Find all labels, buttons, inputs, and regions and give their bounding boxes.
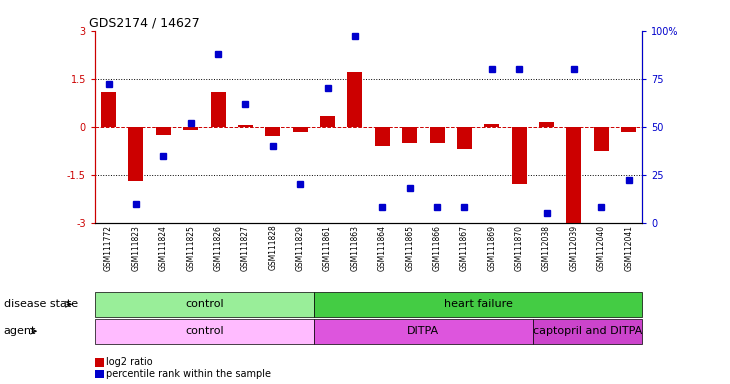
Bar (566, 127, 582, 223)
Text: GSM111825: GSM111825 (186, 225, 195, 270)
Bar (402, 127, 418, 143)
Text: GSM111829: GSM111829 (296, 225, 304, 270)
Bar (265, 127, 280, 136)
Bar (593, 127, 609, 151)
Text: GSM112038: GSM112038 (542, 225, 551, 271)
Text: GSM111826: GSM111826 (214, 225, 223, 270)
Text: GSM111865: GSM111865 (405, 225, 414, 271)
Bar (512, 127, 527, 184)
Text: GSM111827: GSM111827 (241, 225, 250, 270)
Bar (101, 91, 116, 127)
Text: heart failure: heart failure (444, 299, 512, 310)
Bar (347, 72, 363, 127)
Text: GSM111861: GSM111861 (323, 225, 332, 270)
Bar (539, 122, 554, 127)
Bar (210, 91, 226, 127)
Text: log2 ratio: log2 ratio (106, 358, 153, 367)
Text: control: control (185, 326, 223, 336)
Text: agent: agent (4, 326, 36, 336)
Bar (621, 127, 637, 132)
Bar (484, 124, 499, 127)
Bar (183, 127, 199, 130)
Text: GDS2174 / 14627: GDS2174 / 14627 (90, 17, 200, 30)
Text: GSM111867: GSM111867 (460, 225, 469, 271)
Text: captopril and DITPA: captopril and DITPA (533, 326, 642, 336)
Text: GSM111823: GSM111823 (131, 225, 140, 270)
Bar (238, 125, 253, 127)
Bar (457, 127, 472, 149)
Text: GSM111866: GSM111866 (433, 225, 442, 271)
Text: GSM112039: GSM112039 (569, 225, 578, 271)
Text: control: control (185, 299, 223, 310)
Text: GSM111772: GSM111772 (104, 225, 113, 271)
Bar (155, 127, 171, 135)
Text: GSM111863: GSM111863 (350, 225, 359, 271)
Text: GSM111828: GSM111828 (269, 225, 277, 270)
Bar (128, 127, 144, 181)
Text: disease state: disease state (4, 299, 78, 310)
Text: GSM111870: GSM111870 (515, 225, 523, 271)
Text: GSM111864: GSM111864 (378, 225, 387, 271)
Bar (293, 127, 308, 132)
Bar (429, 127, 445, 143)
Bar (374, 127, 390, 146)
Text: GSM112040: GSM112040 (597, 225, 606, 271)
Text: GSM111824: GSM111824 (159, 225, 168, 270)
Text: percentile rank within the sample: percentile rank within the sample (106, 369, 271, 379)
Bar (320, 116, 335, 127)
Text: GSM112041: GSM112041 (624, 225, 633, 271)
Text: GSM111869: GSM111869 (488, 225, 496, 271)
Text: DITPA: DITPA (407, 326, 439, 336)
